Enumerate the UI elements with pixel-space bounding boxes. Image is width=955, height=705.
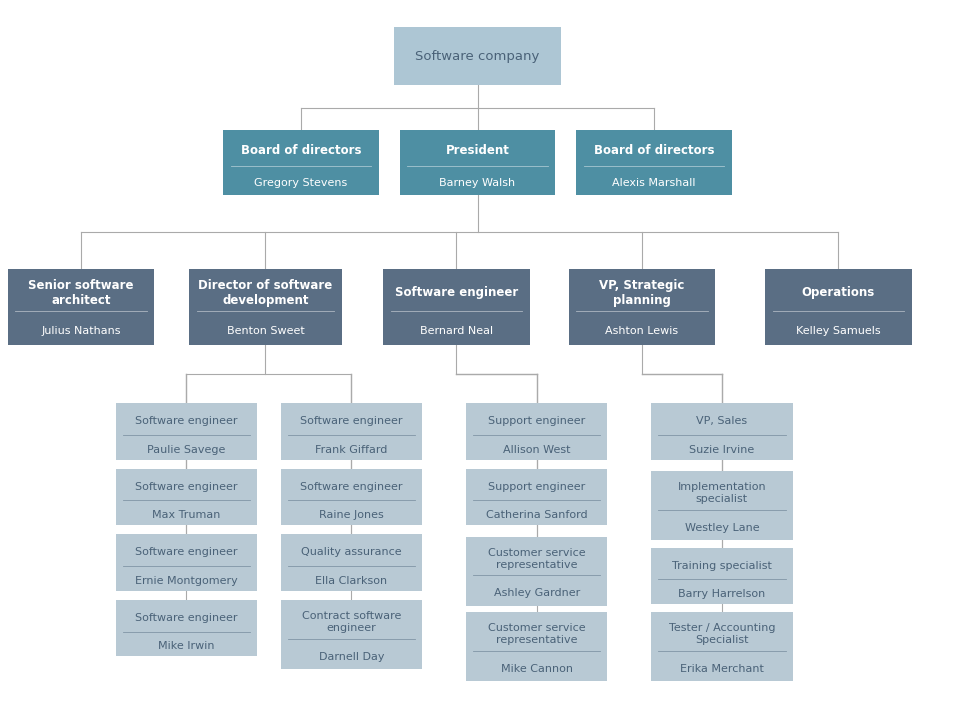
FancyBboxPatch shape bbox=[116, 534, 257, 591]
FancyBboxPatch shape bbox=[9, 269, 155, 345]
FancyBboxPatch shape bbox=[281, 403, 422, 460]
Text: Software engineer: Software engineer bbox=[135, 548, 238, 558]
Text: Erika Merchant: Erika Merchant bbox=[680, 663, 764, 673]
Text: Customer service
representative: Customer service representative bbox=[488, 548, 585, 570]
Text: Ella Clarkson: Ella Clarkson bbox=[315, 576, 388, 586]
Text: Contract software
engineer: Contract software engineer bbox=[302, 611, 401, 633]
Text: Ashley Gardner: Ashley Gardner bbox=[494, 588, 580, 598]
Text: Operations: Operations bbox=[802, 286, 875, 300]
Text: Software company: Software company bbox=[415, 50, 540, 63]
Text: Barry Harrelson: Barry Harrelson bbox=[678, 589, 766, 599]
Text: Frank Giffard: Frank Giffard bbox=[315, 445, 388, 455]
Text: Software engineer: Software engineer bbox=[394, 286, 519, 300]
Text: Ashton Lewis: Ashton Lewis bbox=[605, 326, 678, 336]
FancyBboxPatch shape bbox=[466, 537, 607, 606]
Text: Senior software
architect: Senior software architect bbox=[29, 278, 134, 307]
Text: Paulie Savege: Paulie Savege bbox=[147, 445, 225, 455]
Text: Customer service
representative: Customer service representative bbox=[488, 623, 585, 645]
Text: Alexis Marshall: Alexis Marshall bbox=[612, 178, 696, 188]
Text: Benton Sweet: Benton Sweet bbox=[226, 326, 305, 336]
Text: Software engineer: Software engineer bbox=[300, 482, 403, 492]
Text: Board of directors: Board of directors bbox=[594, 144, 714, 157]
FancyBboxPatch shape bbox=[281, 469, 422, 525]
FancyBboxPatch shape bbox=[383, 269, 529, 345]
FancyBboxPatch shape bbox=[766, 269, 911, 345]
Text: VP, Strategic
planning: VP, Strategic planning bbox=[599, 278, 685, 307]
Text: Software engineer: Software engineer bbox=[135, 613, 238, 623]
Text: Support engineer: Support engineer bbox=[488, 417, 585, 427]
Text: Director of software
development: Director of software development bbox=[199, 278, 332, 307]
Text: Support engineer: Support engineer bbox=[488, 482, 585, 492]
Text: Bernard Neal: Bernard Neal bbox=[420, 326, 493, 336]
FancyBboxPatch shape bbox=[116, 469, 257, 525]
Text: Mike Irwin: Mike Irwin bbox=[158, 642, 215, 651]
FancyBboxPatch shape bbox=[569, 269, 714, 345]
FancyBboxPatch shape bbox=[651, 548, 793, 604]
FancyBboxPatch shape bbox=[393, 27, 561, 85]
FancyBboxPatch shape bbox=[466, 469, 607, 525]
FancyBboxPatch shape bbox=[577, 130, 732, 195]
Text: Westley Lane: Westley Lane bbox=[685, 522, 759, 532]
FancyBboxPatch shape bbox=[281, 534, 422, 591]
FancyBboxPatch shape bbox=[223, 130, 378, 195]
Text: Gregory Stevens: Gregory Stevens bbox=[254, 178, 348, 188]
Text: Software engineer: Software engineer bbox=[135, 417, 238, 427]
Text: Mike Cannon: Mike Cannon bbox=[500, 663, 573, 673]
FancyBboxPatch shape bbox=[651, 612, 793, 681]
Text: Training specialist: Training specialist bbox=[672, 561, 772, 571]
Text: Implementation
specialist: Implementation specialist bbox=[678, 482, 766, 504]
Text: Kelley Samuels: Kelley Samuels bbox=[796, 326, 881, 336]
Text: Raine Jones: Raine Jones bbox=[319, 510, 384, 520]
Text: Tester / Accounting
Specialist: Tester / Accounting Specialist bbox=[668, 623, 775, 645]
Text: Max Truman: Max Truman bbox=[152, 510, 221, 520]
FancyBboxPatch shape bbox=[466, 403, 607, 460]
Text: President: President bbox=[446, 144, 509, 157]
Text: Darnell Day: Darnell Day bbox=[319, 651, 384, 661]
Text: Software engineer: Software engineer bbox=[135, 482, 238, 492]
FancyBboxPatch shape bbox=[116, 600, 257, 656]
FancyBboxPatch shape bbox=[651, 403, 793, 460]
FancyBboxPatch shape bbox=[466, 612, 607, 681]
Text: Julius Nathans: Julius Nathans bbox=[41, 326, 121, 336]
Text: Ernie Montgomery: Ernie Montgomery bbox=[135, 576, 238, 586]
Text: Allison West: Allison West bbox=[503, 445, 570, 455]
FancyBboxPatch shape bbox=[189, 269, 342, 345]
Text: Suzie Irvine: Suzie Irvine bbox=[690, 445, 754, 455]
Text: VP, Sales: VP, Sales bbox=[696, 417, 748, 427]
FancyBboxPatch shape bbox=[281, 600, 422, 669]
FancyBboxPatch shape bbox=[399, 130, 556, 195]
Text: Catherina Sanford: Catherina Sanford bbox=[486, 510, 587, 520]
Text: Barney Walsh: Barney Walsh bbox=[439, 178, 516, 188]
Text: Board of directors: Board of directors bbox=[241, 144, 361, 157]
Text: Quality assurance: Quality assurance bbox=[301, 548, 402, 558]
Text: Software engineer: Software engineer bbox=[300, 417, 403, 427]
FancyBboxPatch shape bbox=[116, 403, 257, 460]
FancyBboxPatch shape bbox=[651, 471, 793, 540]
